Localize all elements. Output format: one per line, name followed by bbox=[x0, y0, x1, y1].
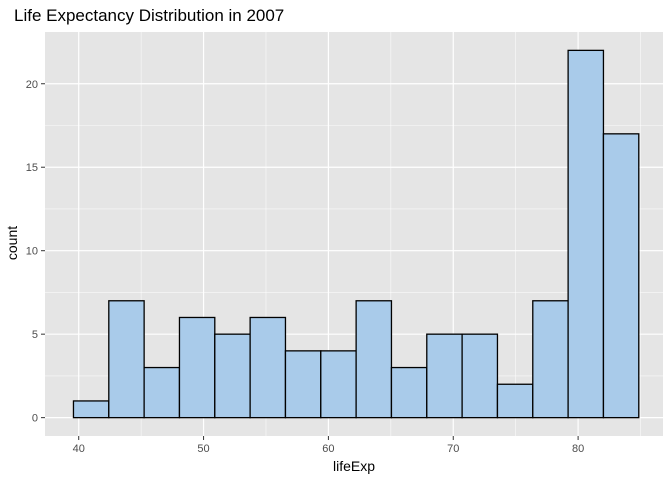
histogram-bar bbox=[602, 133, 640, 419]
histogram-bar bbox=[355, 300, 393, 419]
histogram-bar bbox=[532, 300, 569, 419]
histogram-bar bbox=[461, 333, 499, 419]
x-tick-label: 50 bbox=[197, 443, 209, 455]
x-tick-label: 70 bbox=[447, 443, 459, 455]
y-tick-label: 20 bbox=[26, 79, 38, 91]
y-axis-label: count bbox=[4, 226, 20, 260]
x-tick-label: 40 bbox=[73, 443, 85, 455]
histogram-bar bbox=[214, 333, 251, 419]
y-tick-label: 5 bbox=[32, 329, 38, 341]
y-tick-label: 15 bbox=[26, 162, 38, 174]
histogram-bar bbox=[249, 316, 287, 419]
histogram-bar bbox=[178, 316, 216, 419]
histogram-bars bbox=[72, 49, 640, 419]
histogram-bar bbox=[390, 366, 428, 419]
x-axis-ticks: 40 50 60 70 80 bbox=[73, 436, 584, 455]
histogram-bar bbox=[426, 333, 463, 419]
x-tick-label: 60 bbox=[322, 443, 334, 455]
histogram-bar bbox=[567, 49, 605, 419]
histogram-bar bbox=[72, 400, 110, 419]
x-tick-label: 80 bbox=[572, 443, 584, 455]
histogram-bar bbox=[108, 300, 145, 419]
y-tick-label: 10 bbox=[26, 246, 38, 258]
x-axis-label: lifeExp bbox=[333, 458, 375, 474]
y-tick-label: 0 bbox=[32, 413, 38, 425]
histogram-bar bbox=[496, 383, 534, 419]
histogram-bar bbox=[284, 350, 322, 419]
histogram-bar bbox=[143, 366, 181, 419]
chart-title: Life Expectancy Distribution in 2007 bbox=[14, 6, 284, 25]
histogram-bar bbox=[320, 350, 357, 419]
y-axis-ticks: 0 5 10 15 20 bbox=[26, 79, 45, 425]
